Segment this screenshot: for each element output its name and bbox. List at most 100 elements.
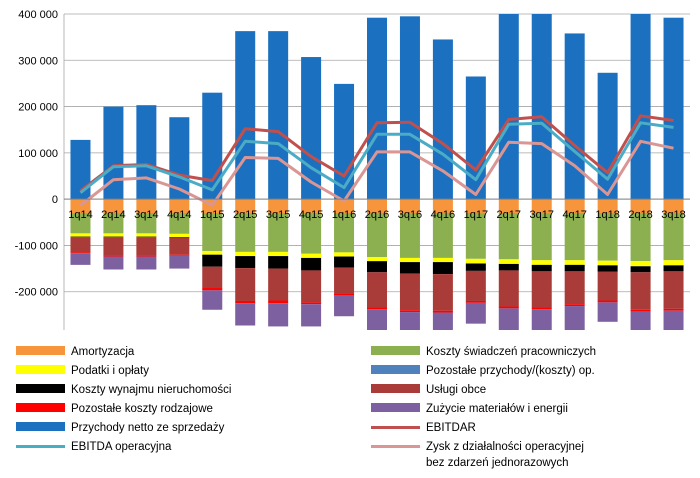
- legend-label: EBITDA operacyjna: [71, 441, 172, 453]
- stacked-bar-line-chart: 400 000 300 000 200 000 100 000 0 -100 000 -20…: [15, 9, 690, 330]
- bar-segment: [301, 199, 322, 214]
- bar-segment: [334, 213, 355, 253]
- bar-segment: [564, 271, 585, 305]
- bar-segment: [235, 256, 256, 269]
- x-tick-label: 3q15: [266, 209, 290, 221]
- bar-segment: [103, 213, 124, 234]
- bar-segment: [399, 257, 420, 263]
- bar-segment: [399, 262, 420, 274]
- x-tick-label: 3q16: [398, 209, 422, 221]
- bar-segment: [268, 268, 289, 301]
- bar-segment: [630, 261, 651, 267]
- bar-segment: [399, 199, 420, 214]
- bar-segment: [103, 255, 124, 257]
- x-tick-label: 1q17: [464, 209, 488, 221]
- bar-segment: [531, 309, 552, 330]
- bar-segment: [432, 262, 453, 275]
- legend-swatch: [371, 445, 420, 448]
- x-tick-label: 4q17: [562, 209, 586, 221]
- bar-segment: [70, 213, 91, 234]
- bar-segment: [432, 257, 453, 263]
- bar-segment: [564, 264, 585, 272]
- bar-segment: [597, 302, 618, 322]
- bar-segment: [630, 199, 651, 214]
- x-axis: 1q14 2q14 3q14 4q14 1q15 2q15 3q15 4q15 1q16 2q16…: [64, 198, 690, 221]
- bar-segment: [399, 310, 420, 313]
- bar-segment: [103, 236, 124, 238]
- legend-item: Podatki i opłaty: [16, 363, 149, 379]
- bar-segment: [169, 199, 190, 214]
- bar-segment: [597, 260, 618, 266]
- bar-segment: [103, 256, 124, 270]
- x-tick-label: 1q16: [332, 209, 356, 221]
- legend-swatch: [371, 384, 420, 393]
- bar-segment: [630, 266, 651, 273]
- bar-segment: [268, 303, 289, 327]
- bar-segment: [136, 199, 157, 214]
- bar-segment: [498, 14, 519, 200]
- legend-label: EBITDAR: [426, 422, 476, 434]
- bar-stacks: [70, 14, 684, 330]
- bar-segment: [564, 260, 585, 265]
- bar-segment: [597, 213, 618, 261]
- legend-label: Koszty świadczeń pracowniczych: [426, 346, 597, 358]
- bar-segment: [202, 266, 223, 289]
- bar-segment: [268, 300, 289, 304]
- bar-segment: [432, 310, 453, 313]
- x-tick-label: 2q14: [101, 209, 125, 221]
- bar-segment: [663, 199, 684, 214]
- bar-segment: [136, 236, 157, 238]
- legend-swatch: [16, 403, 65, 412]
- bar-segment: [235, 31, 256, 200]
- bar-segment: [169, 237, 190, 238]
- x-tick-label: 2q18: [628, 209, 652, 221]
- legend-item: Pozostałe przychody/(koszty) op.: [371, 363, 595, 379]
- x-tick-label: 1q18: [595, 209, 619, 221]
- bar-segment: [564, 306, 585, 330]
- legend-swatch: [16, 384, 65, 393]
- bar-segment: [136, 233, 157, 237]
- bar-segment: [564, 304, 585, 307]
- bar-segment: [301, 304, 322, 327]
- legend-swatch: [371, 346, 420, 355]
- legend-swatch: [371, 365, 420, 374]
- bar-segment: [367, 309, 387, 330]
- legend-swatch: [16, 445, 65, 448]
- bar-segment: [630, 14, 651, 200]
- legend-label: Pozostałe przychody/(koszty) op.: [426, 365, 595, 377]
- bar-segment: [399, 213, 420, 258]
- bar-segment: [498, 213, 519, 260]
- bar-segment: [630, 213, 651, 262]
- bar-segment: [597, 265, 618, 272]
- bar-segment: [301, 270, 322, 303]
- bar-segment: [531, 307, 552, 310]
- bar-segment: [465, 213, 486, 259]
- bar-segment: [169, 233, 190, 238]
- x-tick-label: 4q15: [299, 209, 323, 221]
- legend-label: Podatki i opłaty: [71, 365, 149, 377]
- y-tick-label: 100 000: [18, 148, 58, 160]
- bar-segment: [399, 312, 420, 330]
- x-tick-label: 3q17: [529, 209, 553, 221]
- bar-segment: [202, 213, 223, 251]
- bar-segment: [334, 295, 355, 317]
- bar-segment: [465, 302, 486, 324]
- bar-segment: [597, 300, 618, 303]
- x-tick-label: 3q14: [134, 209, 158, 221]
- bar-segment: [498, 263, 519, 271]
- y-tick-label: 0: [52, 194, 58, 206]
- bar-segment: [564, 213, 585, 261]
- legend-item: Przychody netto ze sprzedaży: [16, 420, 224, 436]
- bar-segment: [202, 254, 223, 267]
- legend-swatch: [371, 403, 420, 412]
- bar-segment: [630, 272, 651, 310]
- bar-segment: [663, 213, 684, 261]
- bar-segment: [169, 255, 190, 269]
- bar-segment: [103, 199, 124, 214]
- bar-segment: [268, 213, 289, 252]
- bar-segment: [169, 213, 190, 234]
- bar-segment: [136, 256, 157, 270]
- bar-segment: [136, 255, 157, 257]
- bar-segment: [597, 199, 618, 214]
- bar-segment: [334, 267, 355, 294]
